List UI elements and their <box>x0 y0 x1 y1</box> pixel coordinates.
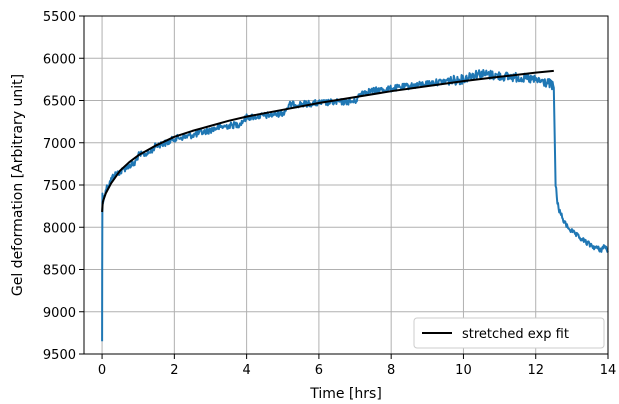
series-measured-line <box>101 69 609 342</box>
x-tick-label: 8 <box>387 363 395 378</box>
y-tick-label: 7000 <box>43 137 76 152</box>
x-tick-label: 4 <box>242 363 250 378</box>
y-tick-label: 6000 <box>43 52 76 67</box>
y-tick-label: 8000 <box>43 221 76 236</box>
y-tick-label: 8500 <box>43 264 76 279</box>
series-fit-line <box>101 69 554 213</box>
x-axis: 0 2 4 6 8 10 12 14 <box>98 354 616 378</box>
y-axis: 5500 6000 6500 7000 7500 8000 8500 9000 9500 <box>43 10 84 363</box>
x-tick-label: 6 <box>315 363 323 378</box>
series-layer <box>101 69 609 342</box>
y-tick-label: 9000 <box>43 306 76 321</box>
x-tick-label: 2 <box>170 363 178 378</box>
y-tick-label: 7500 <box>43 179 76 194</box>
x-tick-label: 12 <box>527 363 544 378</box>
x-tick-label: 0 <box>98 363 106 378</box>
y-tick-label: 6500 <box>43 95 76 110</box>
y-axis-label: Gel deformation [Arbitrary unit] <box>10 74 26 296</box>
x-axis-label: Time [hrs] <box>309 386 382 402</box>
legend: stretched exp fit <box>413 317 605 349</box>
legend-box <box>413 317 605 349</box>
x-tick-label: 14 <box>600 363 617 378</box>
y-tick-label: 9500 <box>43 348 76 363</box>
y-tick-label: 5500 <box>43 10 76 25</box>
x-tick-label: 10 <box>455 363 472 378</box>
legend-entry-fit: stretched exp fit <box>462 327 569 342</box>
